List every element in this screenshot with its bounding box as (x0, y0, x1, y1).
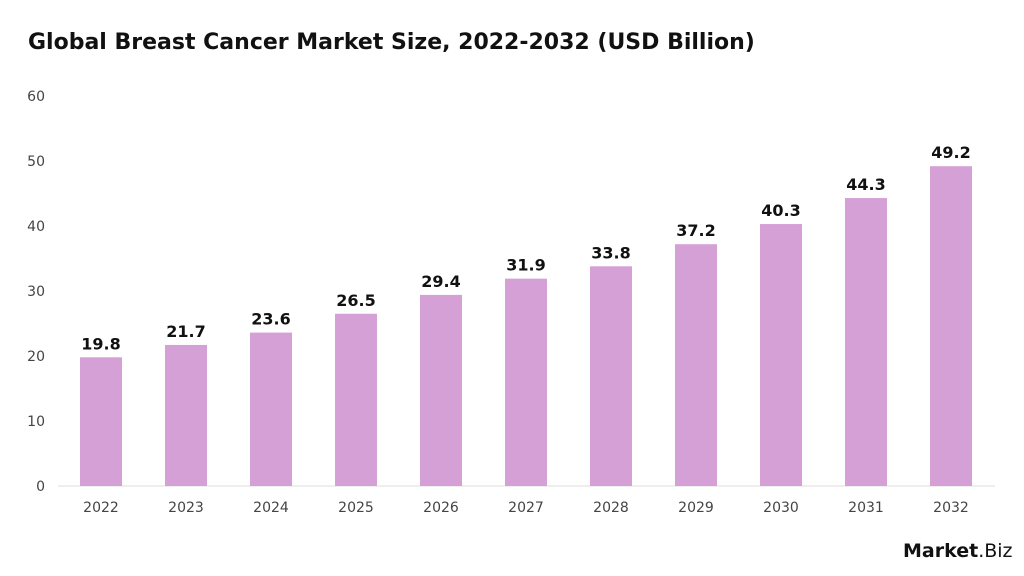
x-tick-label: 2024 (253, 500, 289, 516)
bar (420, 294, 462, 486)
data-label: 40.3 (761, 201, 800, 220)
data-label: 31.9 (506, 256, 545, 275)
bar (845, 198, 887, 487)
logo-brand: Market (903, 540, 979, 562)
x-tick-label: 2023 (168, 500, 204, 516)
data-label: 21.7 (166, 322, 205, 341)
chart-title: Global Breast Cancer Market Size, 2022-2… (28, 30, 755, 55)
data-label: 33.8 (591, 243, 630, 262)
y-tick-label: 60 (27, 89, 45, 105)
y-tick-label: 30 (27, 284, 45, 300)
bar (590, 266, 632, 486)
data-label: 26.5 (336, 291, 375, 310)
x-tick-label: 2025 (338, 500, 374, 516)
data-label: 29.4 (421, 272, 460, 291)
y-tick-label: 50 (27, 154, 45, 170)
data-label: 49.2 (931, 143, 970, 162)
x-tick-label: 2032 (933, 500, 969, 516)
bar (250, 332, 292, 486)
x-tick-label: 2028 (593, 500, 629, 516)
y-tick-label: 40 (27, 219, 45, 235)
x-tick-label: 2026 (423, 500, 459, 516)
y-tick-label: 0 (36, 479, 45, 495)
data-label: 19.8 (81, 334, 120, 353)
logo-suffix: .Biz (978, 540, 1013, 562)
bar (80, 357, 122, 486)
x-tick-label: 2022 (83, 500, 119, 516)
data-label: 37.2 (676, 221, 715, 240)
x-tick-label: 2030 (763, 500, 799, 516)
marketbiz-logo: Market.Biz (903, 540, 1013, 562)
data-label: 44.3 (846, 175, 885, 194)
x-tick-label: 2031 (848, 500, 884, 516)
data-label: 23.6 (251, 310, 290, 329)
x-tick-label: 2029 (678, 500, 714, 516)
bar (505, 278, 547, 486)
bar (165, 344, 207, 486)
x-tick-label: 2027 (508, 500, 544, 516)
bar (760, 224, 802, 487)
bar (335, 313, 377, 486)
bar (930, 166, 972, 486)
y-tick-label: 10 (27, 414, 45, 430)
bar (675, 244, 717, 486)
y-tick-label: 20 (27, 349, 45, 365)
